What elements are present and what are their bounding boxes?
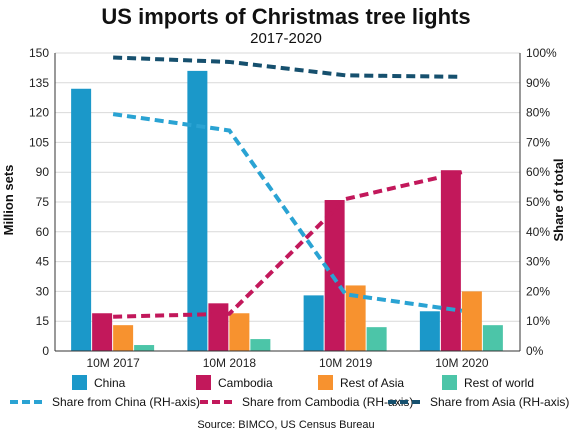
source-note: Source: BIMCO, US Census Bureau: [197, 419, 374, 431]
bar: [366, 327, 387, 351]
legend-label: Share from Cambodia (RH-axis): [242, 395, 413, 409]
legend-label: Cambodia: [218, 376, 273, 390]
bar: [303, 295, 324, 351]
y-tick-label-left: 120: [29, 106, 49, 120]
y-axis-title-right: Share of total: [551, 158, 566, 241]
y-tick-label-left: 75: [36, 195, 50, 209]
legend-swatch: [442, 375, 457, 390]
bar: [482, 325, 503, 351]
bar: [229, 313, 250, 351]
y-tick-label-right: 30%: [526, 255, 550, 269]
chart-title: US imports of Christmas tree lights: [101, 4, 470, 29]
share-line: [112, 112, 463, 313]
legend-label: Share from Asia (RH-axis): [430, 395, 569, 409]
y-tick-label-left: 15: [36, 314, 50, 328]
chart-subtitle: 2017-2020: [250, 30, 322, 47]
y-tick-label-right: 10%: [526, 314, 550, 328]
share-lines: [112, 55, 463, 319]
legend-label: Rest of world: [464, 376, 534, 390]
bar: [92, 313, 113, 351]
legend-label: Share from China (RH-axis): [52, 395, 200, 409]
bar: [113, 325, 134, 351]
legend-swatch: [72, 375, 87, 390]
legend-label: China: [94, 376, 126, 390]
x-tick-label: 10M 2018: [203, 356, 257, 370]
y-tick-label-right: 40%: [526, 225, 550, 239]
share-line: [113, 55, 462, 79]
y-tick-label-right: 80%: [526, 106, 550, 120]
legend: China Cambodia Rest of Asia Rest of world Sh…: [10, 375, 569, 409]
y-tick-label-left: 105: [29, 135, 49, 149]
x-tick-label: 10M 2017: [86, 356, 140, 370]
share-line: [113, 170, 463, 319]
bar: [187, 70, 208, 351]
y-tick-label-right: 60%: [526, 165, 550, 179]
bar: [134, 345, 155, 351]
y-axis-title-left: Million sets: [1, 165, 16, 236]
y-tick-label-left: 150: [29, 46, 49, 60]
y-tick-label-right: 20%: [526, 284, 550, 298]
x-tick-label: 10M 2020: [435, 356, 489, 370]
y-tick-label-right: 70%: [526, 135, 550, 149]
bar: [345, 285, 366, 351]
y-tick-label-left: 45: [36, 255, 50, 269]
legend-swatch: [196, 375, 211, 390]
y-tick-label-right: 90%: [526, 76, 550, 90]
bar: [419, 311, 440, 351]
bar: [71, 88, 92, 351]
legend-label: Rest of Asia: [340, 376, 404, 390]
y-tick-label-right: 100%: [526, 46, 557, 60]
y-tick-label-left: 0: [42, 344, 49, 358]
y-tick-label-right: 50%: [526, 195, 550, 209]
gridlines: [55, 52, 520, 322]
legend-swatch: [318, 375, 333, 390]
bar: [440, 170, 461, 351]
y-tick-label-left: 135: [29, 76, 49, 90]
y-tick-label-left: 90: [36, 165, 50, 179]
x-tick-label: 10M 2019: [319, 356, 373, 370]
axes: 0 15 30 45 60 75 90 105 120 135 150 0% 10% 20% 30% 40% 5…: [29, 46, 557, 370]
bar: [208, 303, 229, 351]
y-tick-label-right: 0%: [526, 344, 544, 358]
bar: [461, 291, 482, 351]
bars: [71, 70, 503, 351]
y-tick-label-left: 60: [36, 225, 50, 239]
y-tick-label-left: 30: [36, 284, 50, 298]
bar: [250, 339, 271, 351]
